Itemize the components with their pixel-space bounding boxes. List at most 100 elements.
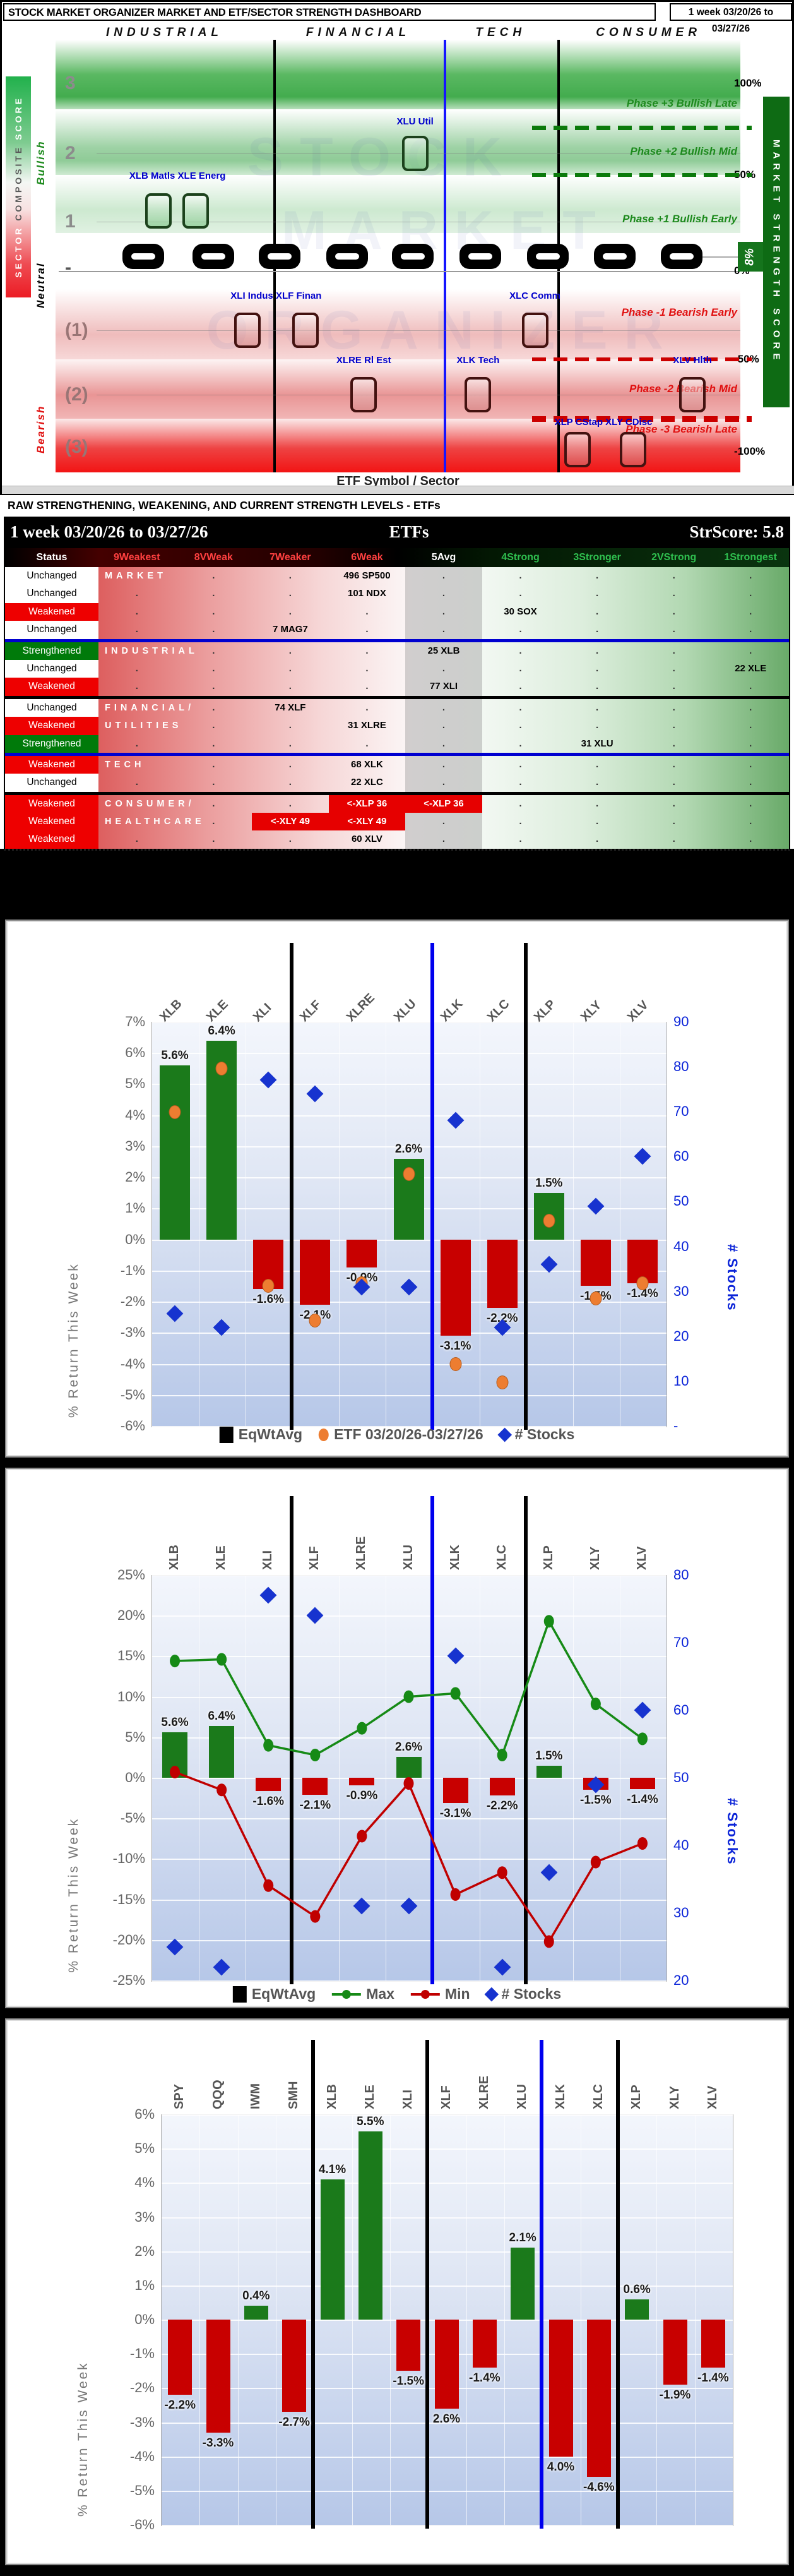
- value-cell: 101 NDX: [348, 588, 386, 599]
- x-label-xlc: XLC: [494, 1545, 509, 1570]
- etf-return-point: [169, 1105, 181, 1119]
- empty-cell: .: [596, 702, 599, 713]
- score-row-label: 3: [65, 72, 76, 93]
- bar-xlf: [434, 2320, 459, 2409]
- empty-cell: .: [749, 777, 752, 788]
- empty-cell: .: [135, 738, 138, 749]
- bar-label: 2.6%: [394, 1740, 423, 1754]
- line-series-max: [170, 1615, 648, 1762]
- empty-cell: .: [135, 624, 138, 635]
- table-row: Unchanged. 74 XLF...... FINANCIAL/: [5, 698, 789, 717]
- status-cell: Weakened: [5, 794, 98, 813]
- empty-cell: .: [442, 758, 446, 770]
- y-axis-tick: 3%: [134, 2208, 155, 2225]
- etf-return-point: [590, 1291, 602, 1306]
- y2-axis-tick: 80: [673, 1058, 689, 1075]
- empty-cell: .: [212, 681, 215, 692]
- gridline-h: [152, 1084, 667, 1086]
- gridline-h: [152, 1859, 667, 1860]
- value-cell: 74 XLF: [275, 702, 306, 713]
- status-cell: Weakened: [5, 602, 98, 621]
- empty-cell: .: [212, 570, 215, 581]
- bar-label: 2.6%: [394, 1142, 423, 1156]
- gridline-h: [152, 1615, 667, 1617]
- chart-etf-week-bar: 7% 6% 5% 4% 3% 2% 1% 0% -1% -2% -3% -4% -5% -6% 90 80 70…: [5, 920, 789, 1458]
- y-axis-tick: 7%: [125, 1014, 145, 1029]
- bar-xlf: [302, 1778, 328, 1795]
- x-label-xlre: XLRE: [477, 2075, 491, 2109]
- table-row: Weakened... 60 XLV.....: [5, 830, 789, 849]
- empty-cell: .: [365, 702, 369, 713]
- bar-xlv: [627, 1239, 658, 1283]
- y2-axis-tick: 30: [673, 1905, 689, 1920]
- empty-cell: .: [519, 798, 522, 809]
- x-label-xlb: XLB: [167, 1545, 182, 1570]
- empty-cell: .: [519, 588, 522, 599]
- table-row: Unchanged........ 22 XLE: [5, 659, 789, 678]
- chart-legend: EqWtAvg ETF 03/20/26-03/27/26 # Stocks: [219, 1426, 574, 1443]
- table-title-strscore: StrScore: 5.8: [689, 522, 784, 541]
- legend-swatch-circle: [319, 1428, 329, 1441]
- x-label-xlk: XLK: [437, 997, 466, 1025]
- x-label-iwm: IWM: [248, 2083, 263, 2109]
- table-row: Weakened.. <-XLP 36 <-XLP 36.... CONSUMER/: [5, 794, 789, 813]
- empty-cell: .: [519, 624, 522, 635]
- gridline-h: [152, 1939, 667, 1941]
- gridline-h: [162, 2490, 733, 2492]
- empty-cell: .: [749, 798, 752, 809]
- legend-label: Max: [366, 1986, 394, 2002]
- x-label-xlu: XLU: [401, 1545, 415, 1570]
- x-label-xlv: XLV: [634, 1546, 649, 1570]
- bar-label: -3.1%: [439, 1339, 471, 1353]
- etf-marker-xlb: [145, 193, 172, 229]
- y2-axis-title: # Stocks: [725, 1244, 740, 1312]
- gridline-v: [339, 1576, 340, 1981]
- value-cell: <-XLP 36: [328, 794, 406, 813]
- empty-cell: .: [672, 816, 675, 827]
- bar-smh: [282, 2320, 307, 2412]
- sector-header-consumer: CONSUMER: [596, 26, 702, 39]
- y-axis-title: % Return This Week: [76, 2361, 90, 2517]
- legend-label: ETF 03/20/26-03/27/26: [334, 1426, 483, 1442]
- empty-cell: .: [596, 834, 599, 845]
- market-strength-score-badge: 8%: [738, 242, 763, 272]
- y2-axis-tick: 10: [673, 1372, 689, 1389]
- badge-connector-line: [702, 256, 738, 258]
- sector-group-label: CONSUMER/: [105, 798, 195, 809]
- x-label-xle: XLE: [214, 1545, 228, 1570]
- gridline-h: [152, 1053, 667, 1055]
- phase-label: Phase -3 Bearish Late: [625, 422, 737, 435]
- empty-cell: .: [365, 662, 369, 674]
- group-separator-blue: [540, 2040, 544, 2529]
- score-row-label: (3): [65, 436, 88, 458]
- y-axis-tick: 4%: [134, 2174, 155, 2191]
- bar-xly: [580, 1239, 611, 1286]
- etf-return-point: [449, 1357, 462, 1371]
- empty-cell: .: [365, 606, 369, 617]
- neutral-pill: [326, 243, 369, 269]
- empty-cell: .: [596, 816, 599, 827]
- status-cell: Unchanged: [5, 621, 98, 639]
- x-label-smh: SMH: [287, 2081, 301, 2109]
- bar-iwm: [244, 2306, 268, 2320]
- status-cell: Unchanged: [5, 659, 98, 678]
- gridline-h: [152, 1022, 667, 1023]
- y-axis-tick: -4%: [120, 1355, 145, 1372]
- empty-cell: .: [749, 570, 752, 581]
- bar-xlb: [160, 1065, 191, 1240]
- empty-cell: .: [749, 588, 752, 599]
- empty-cell: .: [212, 758, 215, 770]
- y-axis-tick: -4%: [129, 2448, 155, 2464]
- empty-cell: .: [749, 702, 752, 713]
- gridline-h: [152, 1575, 667, 1576]
- group-separator-black: [290, 943, 294, 1430]
- x-label-xlv: XLV: [705, 2085, 720, 2109]
- y-axis-tick: 6%: [125, 1045, 145, 1061]
- empty-cell: .: [135, 777, 138, 788]
- legend-swatch-bar: [219, 1426, 234, 1443]
- column-header-8vweak: 8VWeak: [194, 552, 233, 563]
- etf-marker-label: XLB Matls XLE Energ: [129, 170, 226, 181]
- sector-header-industrial: INDUSTRIAL: [105, 26, 223, 39]
- bar-xlre: [349, 1778, 375, 1785]
- column-header-4strong: 4Strong: [501, 552, 540, 563]
